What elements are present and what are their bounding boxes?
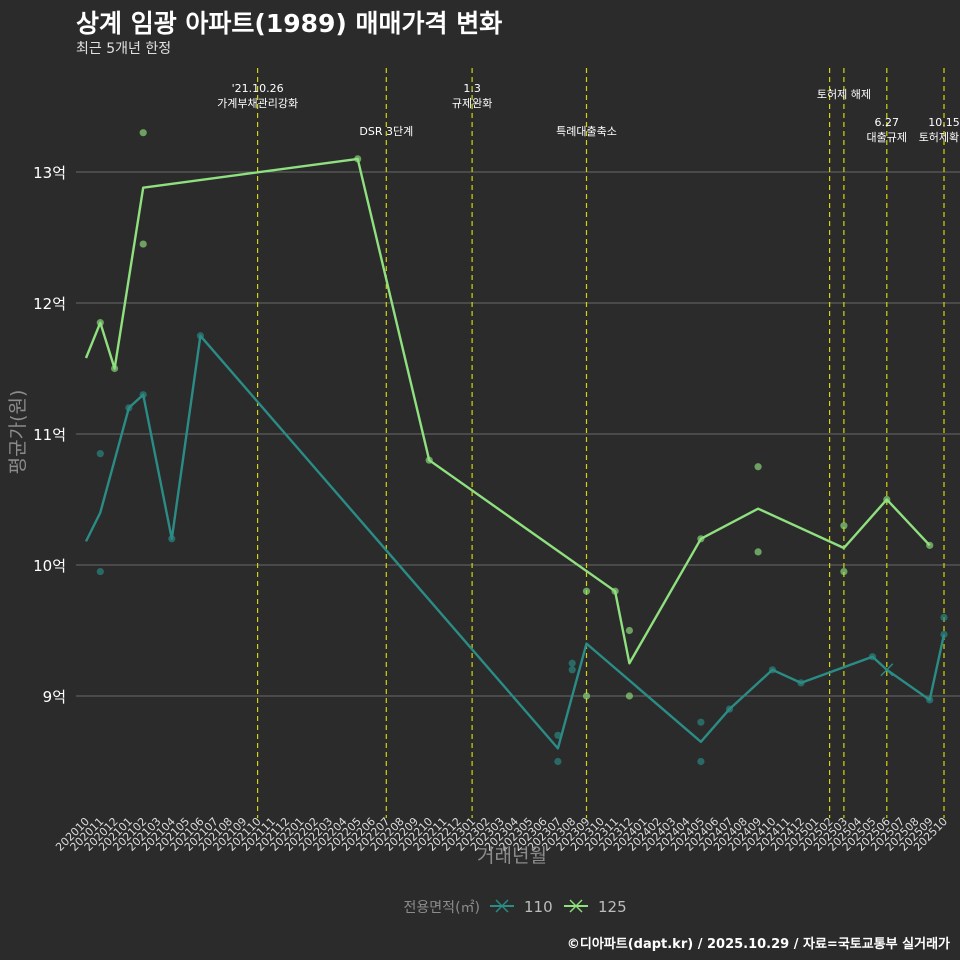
- series-110-cross-point: [880, 663, 894, 677]
- series-110-point: [940, 613, 948, 622]
- series-110-point: [96, 450, 104, 458]
- legend-label: 110: [524, 898, 553, 916]
- series-125-point: [840, 522, 848, 530]
- series-110-point: [554, 731, 562, 739]
- y-tick-label: 12억: [33, 295, 66, 313]
- series-125-point: [139, 240, 147, 248]
- series-125-line: [84, 157, 931, 665]
- series-110-point: [554, 757, 562, 766]
- series-110-point: [568, 666, 576, 674]
- event-label-line: DSR 3단계: [359, 125, 413, 138]
- event-label: 10.15 토허제확대: [919, 116, 960, 144]
- y-axis-title: 평균가(원): [7, 390, 29, 475]
- event-label-line: 가계부채관리강화: [217, 97, 298, 110]
- series-110-point: [96, 567, 104, 576]
- series-110-point: [568, 659, 576, 667]
- y-tick-label: 13억: [33, 164, 66, 182]
- series-110-line: [84, 334, 946, 750]
- y-tick-label: 10억: [33, 557, 66, 575]
- event-label-line: 6.27: [875, 116, 900, 129]
- event-label-line: 토허제확대: [919, 131, 960, 144]
- event-label: 1.3 규제완화: [452, 82, 492, 110]
- legend-key-cross: [569, 899, 583, 913]
- legend-title: 전용면적(㎡): [404, 900, 480, 916]
- series-110-point: [697, 757, 705, 766]
- event-label: 토허제 해제: [817, 87, 871, 101]
- legend-label: 125: [598, 898, 627, 916]
- series-125-point: [625, 626, 634, 635]
- series-110-point: [697, 718, 705, 726]
- axis-layer: 9억10억11억12억13억20201020201120201220210120…: [7, 164, 950, 867]
- series-125-point: [754, 463, 762, 471]
- event-label: '21.10.26 가계부채관리강화: [217, 82, 298, 110]
- source-caption: ©디아파트(dapt.kr) / 2025.10.29 / 자료=국토교통부 실…: [566, 937, 950, 952]
- legend: 전용면적(㎡) 110 125: [404, 898, 627, 916]
- chart-subtitle: 최근 5개년 한정: [76, 41, 172, 57]
- event-label-line: 대출규제: [867, 131, 907, 144]
- event-lines: [257, 68, 945, 818]
- series-125-point: [754, 548, 762, 556]
- series-125-point: [582, 587, 591, 595]
- event-label: 6.27 대출규제: [867, 116, 907, 144]
- event-label-line: 규제완화: [452, 97, 492, 110]
- chart-title: 상계 임광 아파트(1989) 매매가격 변화: [76, 9, 503, 38]
- event-label-line: 특례대출축소: [556, 125, 617, 138]
- event-label: DSR 3단계: [359, 125, 413, 138]
- series-125-point: [625, 692, 634, 700]
- series-125-point: [139, 129, 147, 137]
- x-axis-title: 거래년월: [477, 845, 547, 867]
- event-label-line: 토허제 해제: [817, 87, 871, 101]
- grid-layer: [76, 171, 960, 697]
- y-tick-label: 11억: [33, 426, 66, 444]
- cross-stroke: [880, 663, 894, 677]
- legend-item-110: 110: [490, 898, 553, 916]
- y-tick-label: 9억: [43, 688, 66, 706]
- series-125-point: [840, 567, 848, 576]
- event-label: 특례대출축소: [556, 125, 617, 138]
- legend-item-125: 125: [564, 898, 627, 916]
- event-label-line: 10.15: [928, 116, 960, 129]
- event-label-line: 1.3: [463, 82, 481, 95]
- event-label-line: '21.10.26: [232, 82, 284, 95]
- series-125-point: [582, 692, 591, 700]
- series-layer: [84, 129, 948, 766]
- legend-key-cross: [495, 899, 509, 913]
